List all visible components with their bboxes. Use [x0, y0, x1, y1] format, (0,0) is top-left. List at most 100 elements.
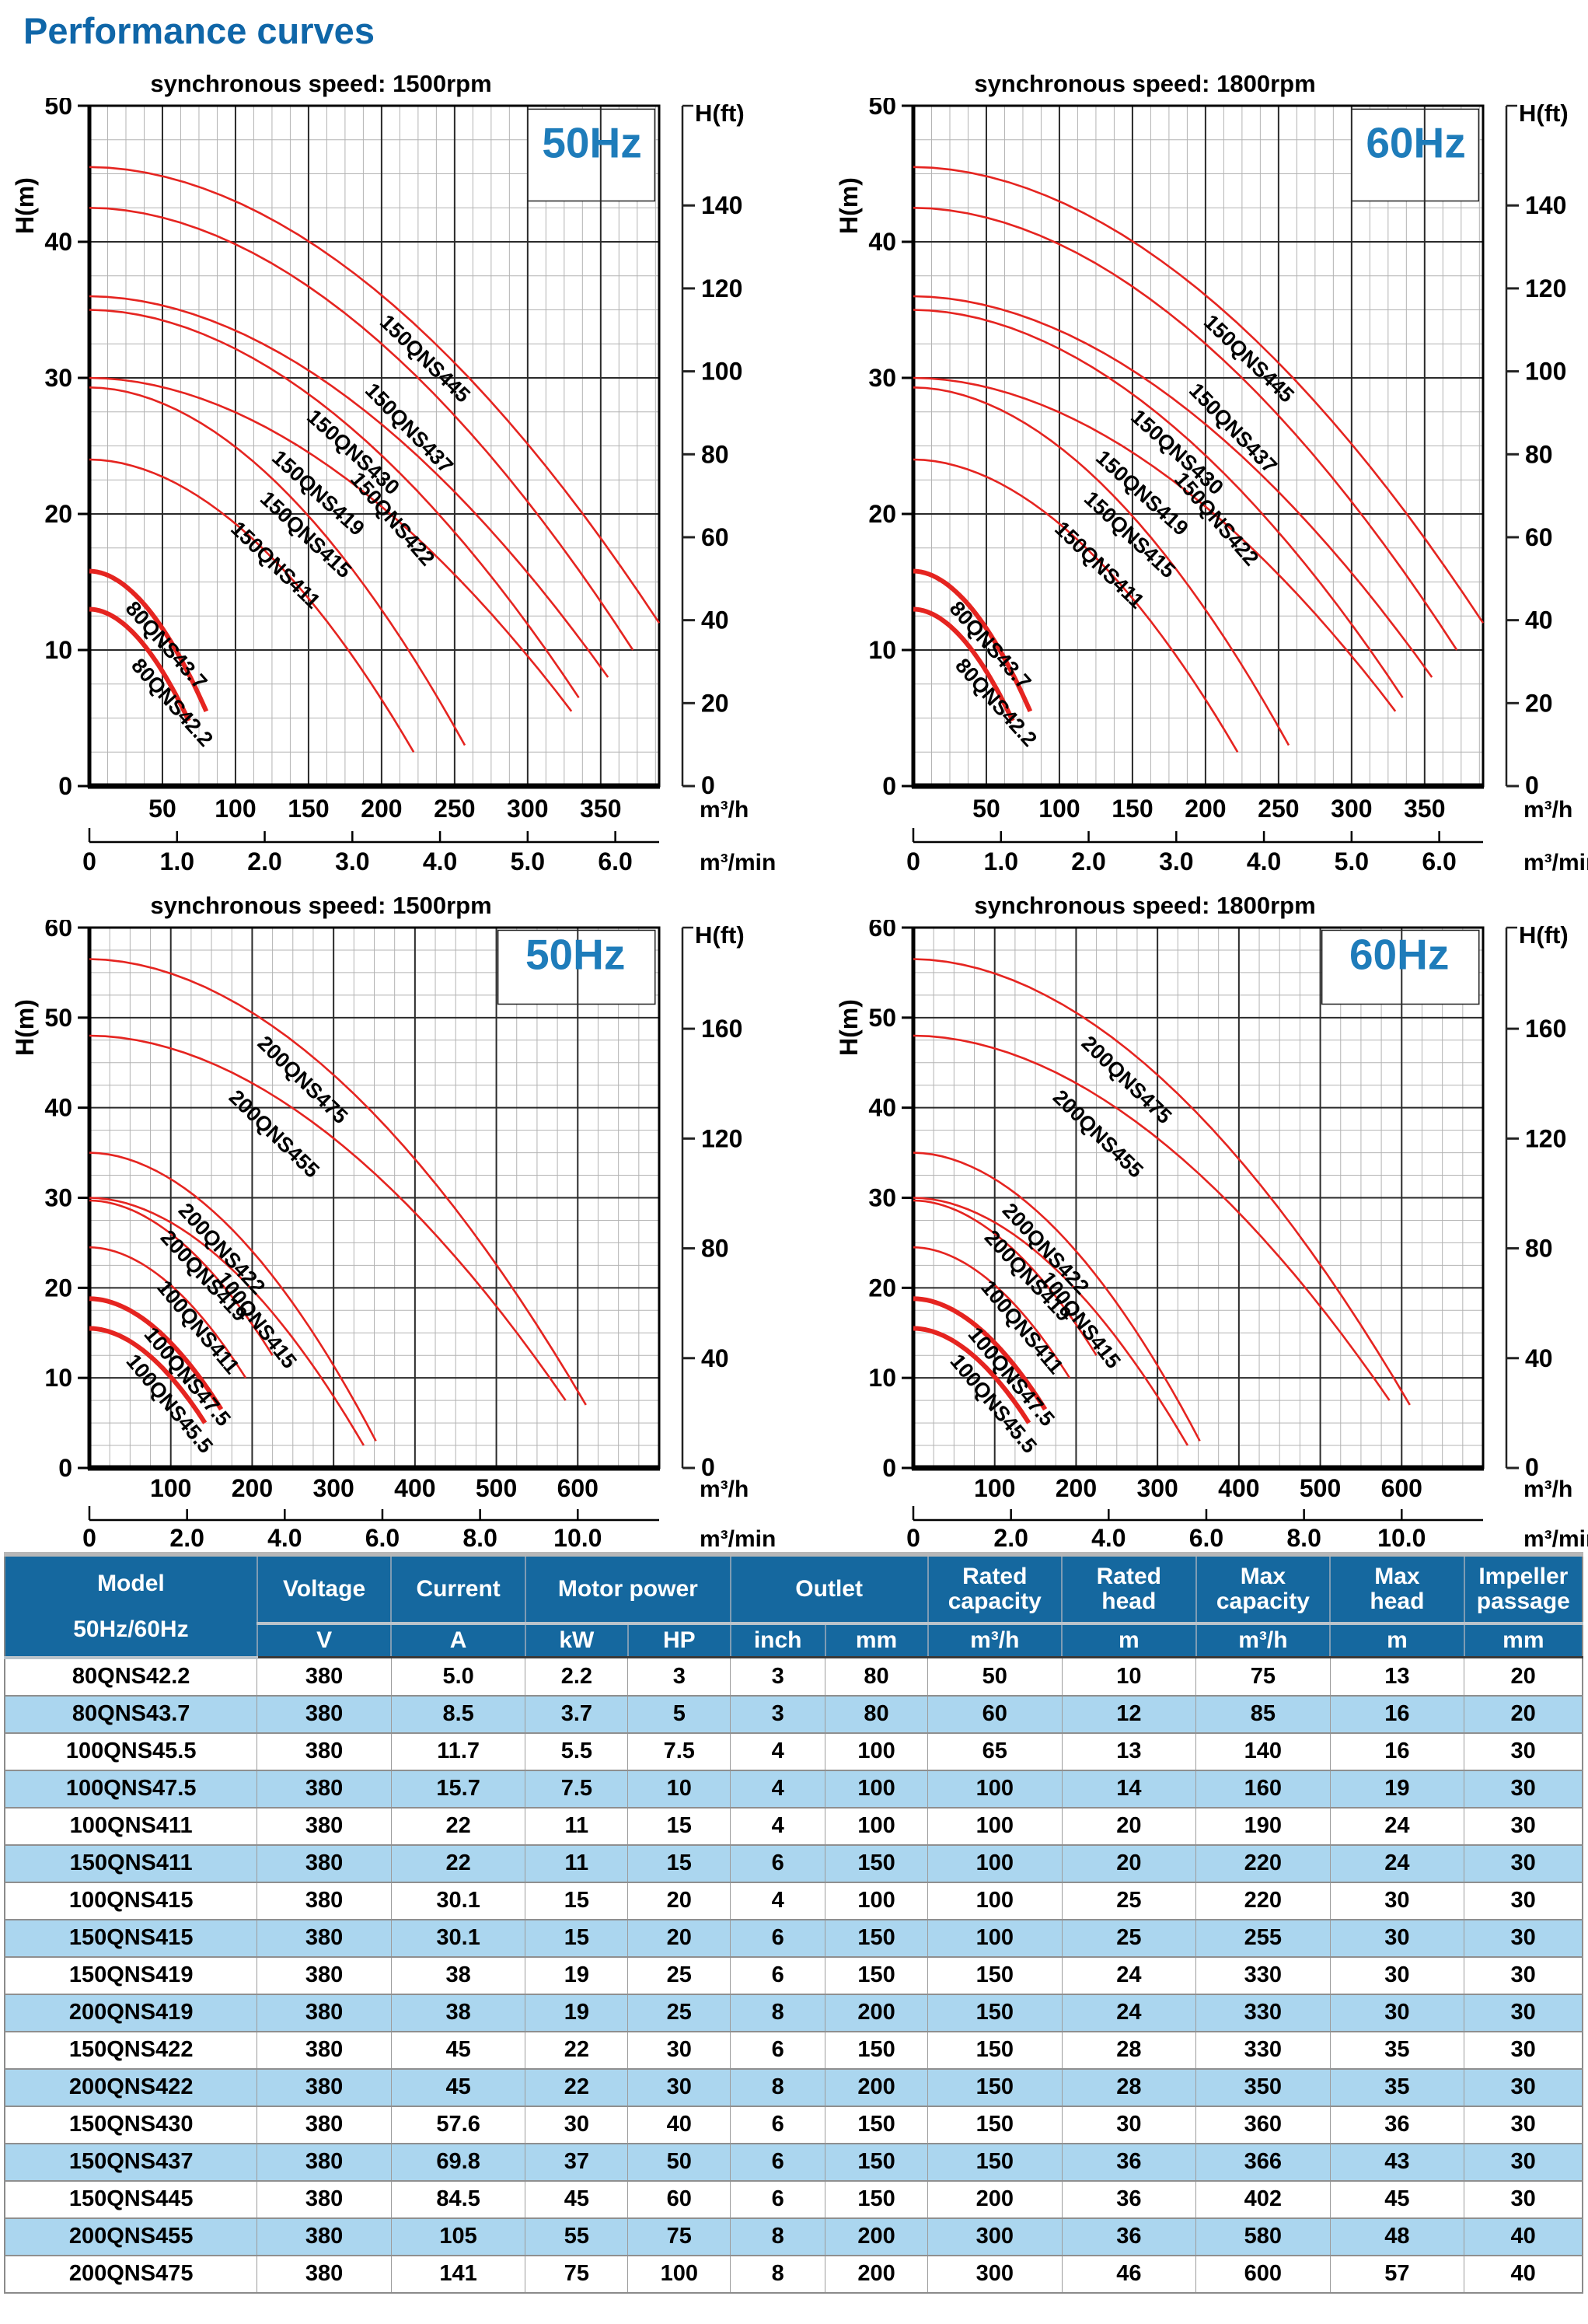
value-cell: 35: [1329, 2030, 1464, 2069]
x-axis-unit: m³/h: [700, 797, 749, 823]
value-cell: 30: [525, 2105, 628, 2144]
value-cell: 380: [257, 1806, 392, 1845]
value-cell: 200: [825, 2067, 928, 2106]
value-cell: 20: [1061, 1843, 1196, 1882]
table-row-100QNS411: 100QNS411 380 22 11 15 4 100 100 20 190 24 30: [4, 1806, 1583, 1845]
secondary-axis-zero-label: 0: [906, 847, 920, 875]
x-axis-tick-label: 500: [1300, 1474, 1341, 1502]
right-axis-tick-label: 160: [701, 1015, 742, 1043]
value-cell: 200: [825, 2217, 928, 2256]
value-cell: 100: [825, 1806, 928, 1845]
value-cell: 380: [257, 1993, 392, 2032]
y-axis-title: H(m): [835, 177, 863, 234]
value-cell: 150: [825, 1843, 928, 1882]
curve-200QNS419: [89, 1197, 365, 1446]
table-row-200QNS419: 200QNS419 380 38 19 25 8 200 150 24 330 30 30: [4, 1993, 1583, 2032]
secondary-axis-tick-label: 6.0: [598, 847, 632, 875]
value-cell: 200: [927, 2179, 1063, 2218]
value-cell: 150: [825, 1955, 928, 1994]
value-cell: 36: [1329, 2105, 1464, 2144]
value-cell: 45: [390, 2030, 525, 2069]
value-cell: 15: [627, 1806, 731, 1845]
value-cell: 8: [730, 2254, 825, 2293]
value-cell: 100: [927, 1918, 1063, 1957]
freq-label-box: [527, 108, 656, 202]
secondary-axis-tick-label: 8.0: [462, 1524, 497, 1552]
table-row-150QNS445: 150QNS445 380 84.5 45 60 6 150 200 36 402 45 30: [4, 2179, 1583, 2218]
x-axis-tick-label: 50: [148, 795, 176, 823]
value-cell: 30: [1464, 1918, 1583, 1957]
y-axis-tick-label: 0: [58, 772, 72, 800]
value-cell: 24: [1329, 1843, 1464, 1882]
table-body: 80QNS42.2 380 5.0 2.2 3 3 80 50 10 75 13 20 80QNS43.…: [4, 1656, 1583, 2293]
grid-major: [89, 928, 659, 1468]
right-axis: 160 120 80 40 0 H(ft): [1505, 921, 1569, 1481]
curve-80QNS43.7: [913, 568, 1033, 713]
y-axis-tick-label: 0: [882, 1454, 896, 1482]
value-cell: 8: [730, 2217, 825, 2256]
y-axis-tick-label: 20: [44, 1274, 72, 1302]
y-axis-tick-label: 40: [868, 1094, 896, 1122]
right-axis-tick-label: 40: [1525, 1344, 1553, 1372]
value-cell: 3: [730, 1694, 825, 1733]
grid-major: [89, 106, 659, 786]
y-axis-tick-label: 10: [868, 1364, 896, 1392]
header-model: Model 50Hz/60Hz: [5, 1554, 257, 1659]
model-cell: 100QNS47.5: [4, 1769, 257, 1808]
secondary-axis-unit: m³/min: [700, 850, 776, 875]
table-row-150QNS430: 150QNS430 380 57.6 30 40 6 150 150 30 360 36 30: [4, 2105, 1583, 2144]
value-cell: 8.5: [390, 1694, 525, 1733]
table-row-150QNS437: 150QNS437 380 69.8 37 50 6 150 150 36 366 43 30: [4, 2142, 1583, 2181]
value-cell: 30: [1464, 1806, 1583, 1845]
x-axis-unit: m³/h: [1523, 797, 1572, 823]
value-cell: 38: [390, 1993, 525, 2032]
curves: [89, 166, 661, 753]
header-group-motorpower: Motor power: [524, 1554, 731, 1625]
value-cell: 30: [1464, 1843, 1583, 1882]
value-cell: 28: [1061, 2030, 1196, 2069]
model-cell: 150QNS445: [4, 2179, 257, 2218]
y-axis-tick-label: 50: [44, 98, 72, 120]
right-axis-zero-label: 0: [701, 771, 715, 799]
model-cell: 150QNS422: [4, 2030, 257, 2069]
value-cell: 13: [1061, 1732, 1196, 1770]
secondary-axis-unit: m³/min: [1523, 850, 1588, 875]
value-cell: 10: [1061, 1656, 1196, 1696]
value-cell: 30: [1329, 1918, 1464, 1957]
value-cell: 330: [1195, 1955, 1331, 1994]
value-cell: 200: [825, 2254, 928, 2293]
value-cell: 150: [927, 2067, 1063, 2106]
y-axis-title: H(m): [835, 999, 863, 1056]
value-cell: 35: [1329, 2067, 1464, 2106]
curve-200QNS475: [89, 958, 587, 1406]
value-cell: 57: [1329, 2254, 1464, 2293]
value-cell: 46: [1061, 2254, 1196, 2293]
value-cell: 30: [1464, 1881, 1583, 1920]
value-cell: 2.2: [525, 1656, 628, 1696]
model-cell: 200QNS455: [4, 2217, 257, 2256]
curve-100QNS411: [89, 1246, 247, 1379]
value-cell: 380: [257, 1955, 392, 1994]
value-cell: 100: [927, 1881, 1063, 1920]
y-axis-tick-label: 0: [882, 772, 896, 800]
curve-150QNS430: [913, 295, 1433, 678]
curve-150QNS437: [913, 207, 1458, 651]
value-cell: 36: [1061, 2142, 1196, 2181]
header-unit: m³/h: [927, 1623, 1063, 1658]
value-cell: 45: [390, 2067, 525, 2106]
header-group-line: Outlet: [795, 1575, 863, 1602]
table-row-150QNS419: 150QNS419 380 38 19 25 6 150 150 24 330 30 30: [4, 1955, 1583, 1994]
header-unit: mm: [1463, 1623, 1583, 1658]
page-title: Performance curves: [23, 10, 375, 51]
right-axis-tick-label: 120: [1525, 274, 1566, 302]
x-axis-tick-label: 350: [580, 795, 621, 823]
x-axis-tick-label: 200: [232, 1474, 273, 1502]
header-unit: inch: [729, 1623, 825, 1658]
value-cell: 25: [1061, 1918, 1196, 1957]
value-cell: 30: [1464, 2142, 1583, 2181]
y-axis-tick-label: 50: [868, 98, 896, 120]
right-axis-tick-label: 20: [1525, 689, 1553, 717]
header-unit: HP: [626, 1623, 731, 1658]
